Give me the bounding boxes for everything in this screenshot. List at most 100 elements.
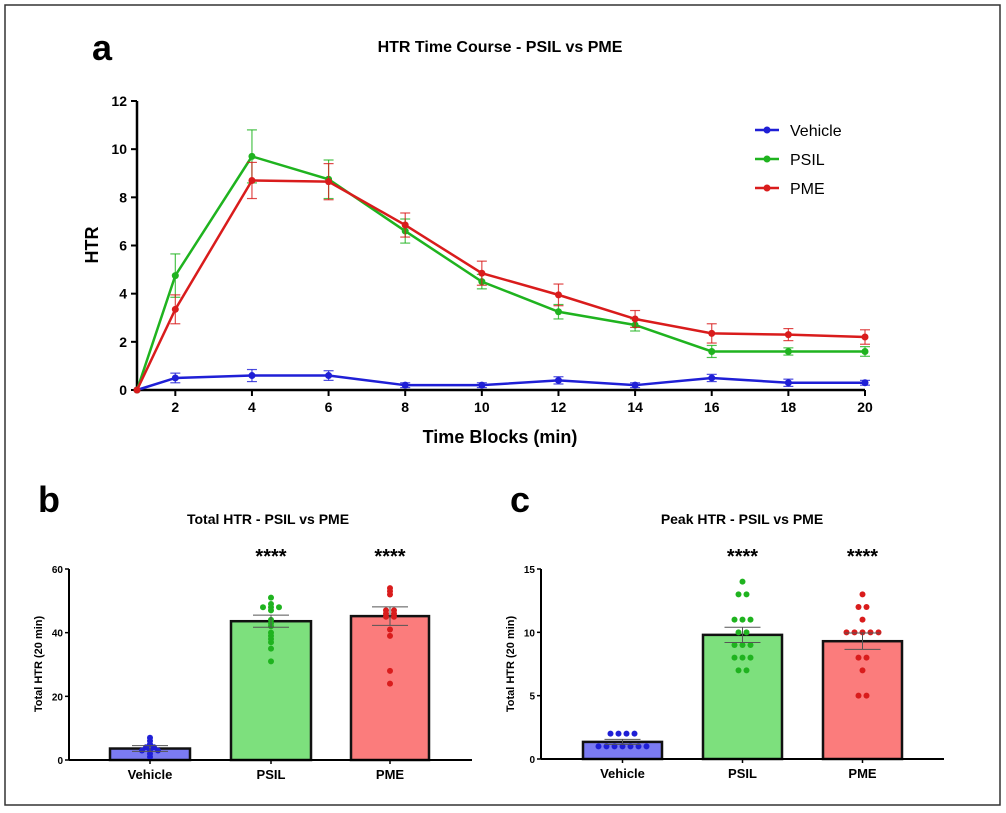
data-point: [861, 379, 869, 387]
data-point: [859, 591, 866, 598]
x-tick-label: 16: [704, 399, 720, 415]
data-point: [855, 604, 862, 610]
data-point: [843, 629, 850, 636]
data-point: [268, 658, 274, 665]
data-point: [863, 692, 870, 699]
y-tick-label: 0: [529, 755, 535, 766]
data-point: [171, 374, 179, 382]
data-point: [855, 654, 862, 661]
bar-chart-peak: Vehicle PSIL **** PME **** 0 5 10 15: [524, 546, 944, 781]
data-point: [387, 680, 393, 687]
legend-label: PSIL: [790, 152, 825, 169]
x-tick-label: 6: [325, 399, 333, 415]
category-label: Vehicle: [128, 767, 173, 782]
bar-chart-c-title: Peak HTR - PSIL vs PME: [661, 511, 823, 527]
data-point: [133, 386, 141, 394]
data-point: [863, 654, 870, 661]
y-tick-label: 4: [119, 286, 127, 302]
data-point: [731, 642, 738, 648]
bar-chart-c-ylabel: Total HTR (20 min): [505, 615, 517, 712]
legend-label: Vehicle: [790, 123, 842, 140]
data-point: [708, 374, 716, 382]
data-point: [867, 629, 874, 636]
data-point: [861, 347, 869, 355]
data-point: [623, 730, 630, 737]
legend-marker: [763, 155, 771, 163]
significance-label: ****: [847, 546, 878, 568]
data-point: [735, 629, 742, 636]
legend-label: PME: [790, 181, 825, 198]
data-point: [643, 743, 650, 750]
data-point: [478, 269, 486, 277]
data-point: [595, 743, 602, 750]
line-chart-xlabel: Time Blocks (min): [423, 427, 578, 447]
data-point: [739, 616, 746, 623]
data-point: [387, 632, 393, 639]
data-point: [631, 730, 638, 737]
data-point: [401, 381, 409, 389]
bar-chart-b-ylabel: Total HTR (20 min): [33, 615, 45, 712]
bar-pme: [821, 639, 904, 761]
y-tick-label: 10: [524, 628, 536, 639]
data-point: [731, 616, 738, 623]
data-point: [739, 654, 746, 661]
data-point: [863, 604, 870, 610]
line-chart: 0 2 4 6 8 10 12 2 4 6 8 10 12 14 16 18 20 Vehicle PSIL PME: [111, 93, 873, 415]
category-label: PSIL: [728, 766, 757, 781]
data-point: [171, 305, 179, 313]
y-tick-label: 0: [119, 382, 127, 398]
y-tick-label: 10: [111, 141, 127, 157]
y-tick-label: 20: [52, 692, 64, 703]
data-point: [739, 642, 746, 648]
panel-label-b: b: [38, 479, 60, 520]
y-tick-label: 5: [529, 692, 535, 703]
significance-label: ****: [727, 546, 758, 568]
bar-chart-total: Vehicle PSIL **** PME **** 0 20 40 60: [52, 546, 472, 782]
data-point: [268, 639, 274, 646]
data-point: [708, 347, 716, 355]
category-label: PME: [848, 766, 877, 781]
data-point: [708, 329, 716, 337]
data-point: [554, 291, 562, 299]
y-tick-label: 8: [119, 189, 127, 205]
data-point: [739, 578, 746, 585]
data-point: [248, 372, 256, 380]
bar-psil: [701, 633, 784, 761]
data-point: [325, 372, 333, 380]
data-point: [875, 629, 882, 636]
data-point: [554, 376, 562, 384]
data-point: [859, 629, 866, 636]
data-point: [268, 645, 274, 652]
data-point: [478, 381, 486, 389]
data-point: [861, 333, 869, 341]
data-point: [268, 594, 274, 601]
x-tick-label: 4: [248, 399, 256, 415]
x-tick-label: 10: [474, 399, 490, 415]
data-point: [784, 331, 792, 339]
data-point: [743, 667, 750, 674]
bar-pme: [349, 614, 431, 762]
panel-label-c: c: [510, 479, 530, 520]
data-point: [155, 747, 161, 754]
y-tick-label: 0: [57, 756, 63, 767]
x-tick-label: 20: [857, 399, 873, 415]
panel-label-a: a: [92, 27, 113, 68]
data-point: [383, 613, 389, 620]
data-point: [851, 629, 858, 636]
data-point: [735, 591, 742, 598]
line-chart-ylabel: HTR: [82, 227, 102, 264]
y-tick-label: 2: [119, 334, 127, 350]
data-point: [607, 730, 614, 737]
data-point: [747, 642, 754, 648]
line-chart-title: HTR Time Course - PSIL vs PME: [378, 39, 623, 56]
data-point: [387, 591, 393, 598]
data-point: [747, 616, 754, 623]
category-label: PSIL: [257, 767, 286, 782]
category-label: PME: [376, 767, 405, 782]
data-point: [855, 692, 862, 699]
x-tick-label: 12: [551, 399, 567, 415]
data-point: [554, 308, 562, 316]
x-tick-label: 8: [401, 399, 409, 415]
data-point: [276, 604, 282, 611]
